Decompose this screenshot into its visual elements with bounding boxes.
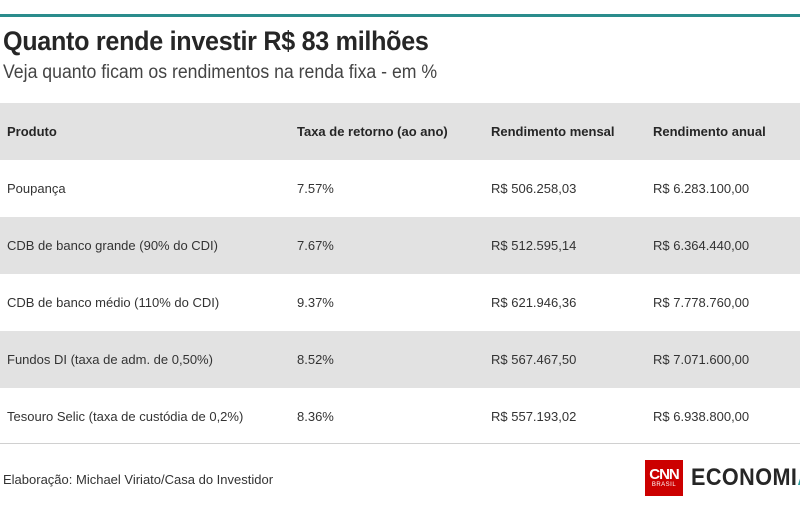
- bottom-divider: [0, 443, 800, 444]
- cnn-brasil-logo-box: CNN BRASIL: [645, 460, 683, 496]
- cell-anual: R$ 6.364.440,00: [653, 217, 800, 274]
- header-mensal: Rendimento mensal: [491, 103, 653, 160]
- cnn-economia-logo: CNN BRASIL ECONOMIA: [645, 460, 800, 496]
- header-taxa: Taxa de retorno (ao ano): [297, 103, 491, 160]
- cell-produto: CDB de banco médio (110% do CDI): [0, 274, 297, 331]
- economia-wordmark-main: ECONOMI: [691, 464, 798, 491]
- cell-anual: R$ 7.778.760,00: [653, 274, 800, 331]
- cell-mensal: R$ 557.193,02: [491, 388, 653, 445]
- cell-taxa: 7.67%: [297, 217, 491, 274]
- table-row: CDB de banco médio (110% do CDI) 9.37% R…: [0, 274, 800, 331]
- table-row: Fundos DI (taxa de adm. de 0,50%) 8.52% …: [0, 331, 800, 388]
- cell-mensal: R$ 512.595,14: [491, 217, 653, 274]
- cell-taxa: 8.52%: [297, 331, 491, 388]
- economia-wordmark: ECONOMIA: [691, 464, 800, 492]
- cnn-logo-text: CNN: [649, 466, 679, 483]
- cell-produto: CDB de banco grande (90% do CDI): [0, 217, 297, 274]
- top-rule: [0, 14, 800, 17]
- cell-produto: Fundos DI (taxa de adm. de 0,50%): [0, 331, 297, 388]
- header-produto: Produto: [0, 103, 297, 160]
- cell-mensal: R$ 567.467,50: [491, 331, 653, 388]
- table-header-row: Produto Taxa de retorno (ao ano) Rendime…: [0, 103, 800, 160]
- header-anual: Rendimento anual: [653, 103, 800, 160]
- economia-wordmark-accent: A: [797, 464, 800, 491]
- cell-taxa: 7.57%: [297, 160, 491, 217]
- table-row: Tesouro Selic (taxa de custódia de 0,2%)…: [0, 388, 800, 445]
- cell-produto: Poupança: [0, 160, 297, 217]
- page-title: Quanto rende investir R$ 83 milhões: [3, 26, 429, 56]
- table-row: Poupança 7.57% R$ 506.258,03 R$ 6.283.10…: [0, 160, 800, 217]
- cell-mensal: R$ 506.258,03: [491, 160, 653, 217]
- table-row: CDB de banco grande (90% do CDI) 7.67% R…: [0, 217, 800, 274]
- cell-anual: R$ 6.283.100,00: [653, 160, 800, 217]
- cell-mensal: R$ 621.946,36: [491, 274, 653, 331]
- page-subtitle: Veja quanto ficam os rendimentos na rend…: [3, 62, 438, 83]
- cell-produto: Tesouro Selic (taxa de custódia de 0,2%): [0, 388, 297, 445]
- cell-taxa: 8.36%: [297, 388, 491, 445]
- cell-anual: R$ 6.938.800,00: [653, 388, 800, 445]
- cell-anual: R$ 7.071.600,00: [653, 331, 800, 388]
- source-credit: Elaboração: Michael Viriato/Casa do Inve…: [3, 472, 274, 487]
- cell-taxa: 9.37%: [297, 274, 491, 331]
- brasil-logo-text: BRASIL: [651, 482, 677, 488]
- returns-table: Produto Taxa de retorno (ao ano) Rendime…: [0, 103, 800, 445]
